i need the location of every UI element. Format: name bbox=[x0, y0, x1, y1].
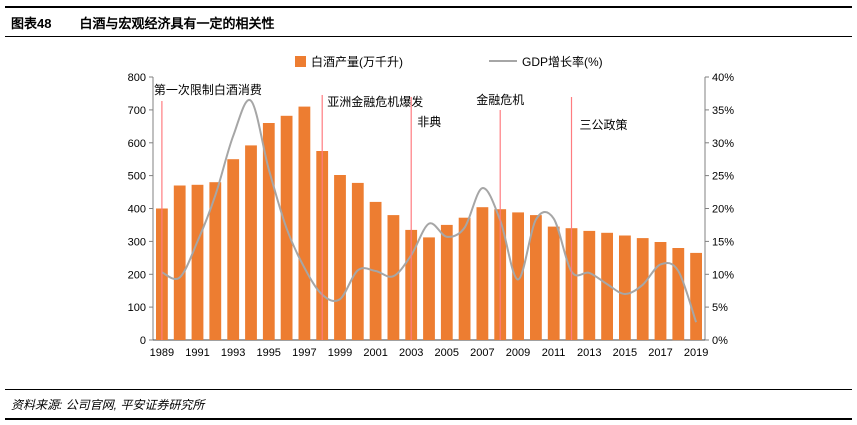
right-axis-tick-label: 10% bbox=[712, 269, 734, 281]
legend-line-label: GDP增长率(%) bbox=[522, 54, 603, 69]
right-axis-tick-label: 5% bbox=[712, 302, 728, 314]
figure-footer: 资料来源: 公司官网, 平安证券研究所 bbox=[5, 389, 852, 420]
axes: 800 700 600 500 400 300 200 100 0 40% 35% 30% 25% 20%… bbox=[128, 72, 735, 359]
source-text: 资料来源: 公司官网, 平安证券研究所 bbox=[11, 398, 205, 412]
left-axis-tick-label: 300 bbox=[128, 236, 146, 248]
right-axis-tick-label: 35% bbox=[712, 105, 734, 117]
bar-1999 bbox=[334, 175, 346, 340]
right-axis-tick-label: 0% bbox=[712, 335, 728, 347]
x-axis-tick-label: 2011 bbox=[542, 347, 566, 359]
bar-2006 bbox=[458, 217, 471, 340]
annotation-label-1998: 亚洲金融危机爆发 bbox=[327, 94, 423, 109]
bar-1997 bbox=[298, 106, 311, 340]
bar-2002 bbox=[387, 215, 400, 340]
left-axis-tick-label: 600 bbox=[128, 138, 146, 150]
x-axis-tick-label: 1993 bbox=[221, 347, 245, 359]
right-axis-tick-label: 40% bbox=[712, 72, 734, 84]
right-axis-tick-label: 20% bbox=[712, 204, 734, 216]
left-axis-tick-label: 200 bbox=[128, 269, 146, 281]
x-axis-tick-label: 1999 bbox=[328, 347, 352, 359]
bar-2014 bbox=[601, 232, 613, 340]
left-axis-tick-label: 700 bbox=[128, 105, 146, 117]
annotation-label-2003: 非典 bbox=[417, 115, 441, 129]
legend: 白酒产量(万千升) GDP增长率(%) bbox=[295, 54, 603, 69]
annotation-label-2008: 金融危机 bbox=[476, 92, 524, 107]
bar-1993 bbox=[227, 159, 240, 340]
gdp-growth-line bbox=[161, 98, 698, 323]
bar-1990 bbox=[173, 185, 186, 340]
figure-header: 图表48 白酒与宏观经济具有一定的相关性 bbox=[5, 6, 852, 37]
figure-number-label: 图表48 bbox=[11, 16, 52, 31]
bar-1992 bbox=[209, 182, 222, 340]
x-axis-tick-label: 2009 bbox=[506, 347, 530, 359]
x-axis-tick-label: 2017 bbox=[648, 347, 672, 359]
annotation-label-1989: 第一次限制白酒消费 bbox=[154, 82, 262, 97]
bar-2005 bbox=[440, 224, 453, 340]
left-axis-tick-label: 800 bbox=[128, 72, 146, 84]
bar-2016 bbox=[636, 238, 649, 340]
bar-1995 bbox=[262, 123, 275, 340]
figure-title: 白酒与宏观经济具有一定的相关性 bbox=[79, 16, 275, 31]
bar-2018 bbox=[672, 248, 685, 341]
bar-2019 bbox=[690, 252, 702, 340]
chart-area: 800 700 600 500 400 300 200 100 0 40% 35% 30% 25% 20%… bbox=[5, 37, 852, 389]
legend-bar-swatch bbox=[295, 56, 306, 67]
x-axis-tick-label: 2007 bbox=[470, 347, 494, 359]
left-axis-tick-label: 400 bbox=[128, 204, 146, 216]
bar-2011 bbox=[547, 226, 560, 340]
bar-2004 bbox=[423, 237, 435, 340]
x-axis-tick-label: 1995 bbox=[256, 347, 280, 359]
left-axis-tick-label: 0 bbox=[140, 335, 146, 347]
bar-2007 bbox=[476, 207, 489, 340]
bar-2015 bbox=[619, 235, 631, 340]
bar-1994 bbox=[245, 145, 257, 340]
bar-2009 bbox=[512, 212, 524, 340]
x-axis-tick-label: 2015 bbox=[613, 347, 637, 359]
x-axis-tick-label: 2019 bbox=[684, 347, 708, 359]
left-axis-tick-label: 500 bbox=[128, 171, 146, 183]
x-axis-tick-label: 2013 bbox=[577, 347, 601, 359]
x-axis-tick-label: 1991 bbox=[185, 347, 209, 359]
bar-1991 bbox=[191, 184, 204, 340]
legend-bar-label: 白酒产量(万千升) bbox=[311, 54, 403, 69]
annotation-label-2012: 三公政策 bbox=[580, 118, 628, 132]
x-axis-tick-label: 1989 bbox=[150, 347, 174, 359]
left-axis-tick-label: 100 bbox=[128, 302, 146, 314]
right-axis-tick-label: 30% bbox=[712, 138, 734, 150]
bar-2000 bbox=[351, 182, 364, 340]
x-axis-tick-label: 1997 bbox=[292, 347, 316, 359]
bar-2017 bbox=[654, 242, 667, 340]
x-axis-tick-label: 2003 bbox=[399, 347, 423, 359]
x-axis-tick-label: 2005 bbox=[435, 347, 459, 359]
combo-chart-svg: 800 700 600 500 400 300 200 100 0 40% 35% 30% 25% 20%… bbox=[128, 54, 735, 359]
bar-2010 bbox=[530, 215, 542, 340]
bar-2013 bbox=[583, 230, 596, 340]
right-axis-tick-label: 25% bbox=[712, 171, 734, 183]
right-axis-tick-label: 15% bbox=[712, 236, 734, 248]
x-axis-tick-label: 2001 bbox=[363, 347, 387, 359]
